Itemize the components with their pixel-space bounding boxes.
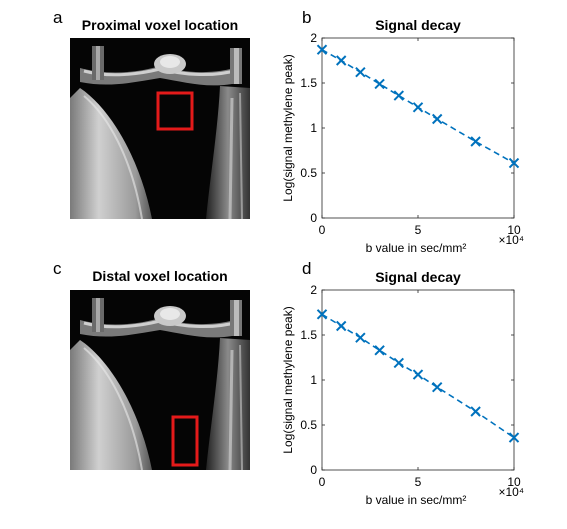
data-point-stroke — [470, 406, 481, 417]
data-point — [508, 157, 520, 169]
distal-image-title: Distal voxel location — [92, 268, 228, 284]
panel-letter-a: a — [53, 8, 63, 27]
data-point-stroke — [508, 432, 520, 443]
data-point — [335, 55, 347, 66]
y-tick-label: 1.5 — [300, 328, 317, 342]
data-point-stroke — [508, 157, 520, 169]
y-tick-label: 0.5 — [300, 166, 317, 180]
data-point-stroke — [412, 102, 424, 113]
data-point — [335, 320, 347, 332]
chart-b: Signal decay 0 0.5 1 1.5 2 0 5 10 b value in sec/… — [281, 17, 524, 255]
data-point-stroke — [374, 345, 385, 356]
x-tick-label: 10 — [507, 223, 521, 237]
data-point-stroke — [316, 44, 328, 55]
y-tick-label: 1.5 — [300, 76, 317, 90]
data-point-stroke — [355, 332, 366, 343]
data-point-stroke — [335, 320, 347, 332]
panel-letter-b: b — [302, 8, 312, 27]
data-point-stroke — [335, 55, 347, 66]
data-point — [355, 66, 366, 78]
x-axis-multiplier: ×10⁴ — [498, 485, 524, 499]
x-axis-label: b value in sec/mm² — [366, 493, 467, 507]
data-point-stroke — [316, 309, 328, 320]
x-tick-label: 10 — [507, 475, 521, 489]
data-point — [374, 78, 385, 90]
panel-letter-c: c — [53, 259, 62, 278]
data-point — [393, 90, 405, 101]
data-point-stroke — [393, 357, 405, 369]
data-point — [470, 406, 481, 417]
y-axis-label: Log(signal methylene peak) — [281, 306, 295, 453]
data-point — [393, 357, 405, 369]
data-point — [470, 136, 481, 147]
voxel-box-proximal — [156, 91, 194, 131]
plot-frame — [321, 289, 515, 471]
data-point-stroke — [374, 78, 385, 90]
mri-image-distal — [70, 290, 250, 470]
data-point — [355, 332, 366, 343]
y-tick-label: 0.5 — [300, 418, 317, 432]
data-point — [431, 381, 443, 393]
data-point — [316, 309, 328, 320]
proximal-image-title: Proximal voxel location — [81, 17, 239, 33]
y-tick-label: 1 — [310, 121, 317, 135]
y-tick-label: 2 — [310, 31, 317, 45]
data-point — [508, 432, 520, 443]
x-axis-label: b value in sec/mm² — [366, 241, 467, 255]
chart-title: Signal decay — [375, 17, 461, 33]
data-point-stroke — [470, 136, 481, 147]
x-tick-label: 0 — [319, 223, 326, 237]
x-tick-label: 0 — [319, 475, 326, 489]
data-point-stroke — [412, 369, 424, 380]
chart-d: Signal decay 0 0.5 1 1.5 2 0 5 10 b value in sec/… — [281, 269, 524, 507]
data-point-stroke — [431, 113, 443, 125]
data-point-stroke — [431, 381, 443, 393]
data-point-stroke — [355, 66, 366, 78]
y-tick-label: 0 — [310, 463, 317, 477]
data-point — [374, 345, 385, 356]
x-tick-label: 5 — [415, 223, 422, 237]
data-point-stroke — [393, 90, 405, 101]
series-line — [321, 49, 515, 164]
x-tick-label: 5 — [415, 475, 422, 489]
data-point — [412, 369, 424, 380]
chart-title: Signal decay — [375, 269, 461, 285]
y-axis-label: Log(signal methylene peak) — [281, 54, 295, 201]
data-point — [316, 44, 328, 55]
data-point — [412, 102, 424, 113]
x-axis-multiplier: ×10⁴ — [498, 233, 524, 247]
y-tick-label: 1 — [310, 373, 317, 387]
y-tick-label: 2 — [310, 283, 317, 297]
plot-frame — [321, 37, 515, 219]
panel-letter-d: d — [302, 259, 312, 278]
y-tick-label: 0 — [310, 211, 317, 225]
voxel-box-distal — [171, 415, 199, 467]
mri-image-proximal — [70, 38, 250, 219]
data-point — [431, 113, 443, 125]
